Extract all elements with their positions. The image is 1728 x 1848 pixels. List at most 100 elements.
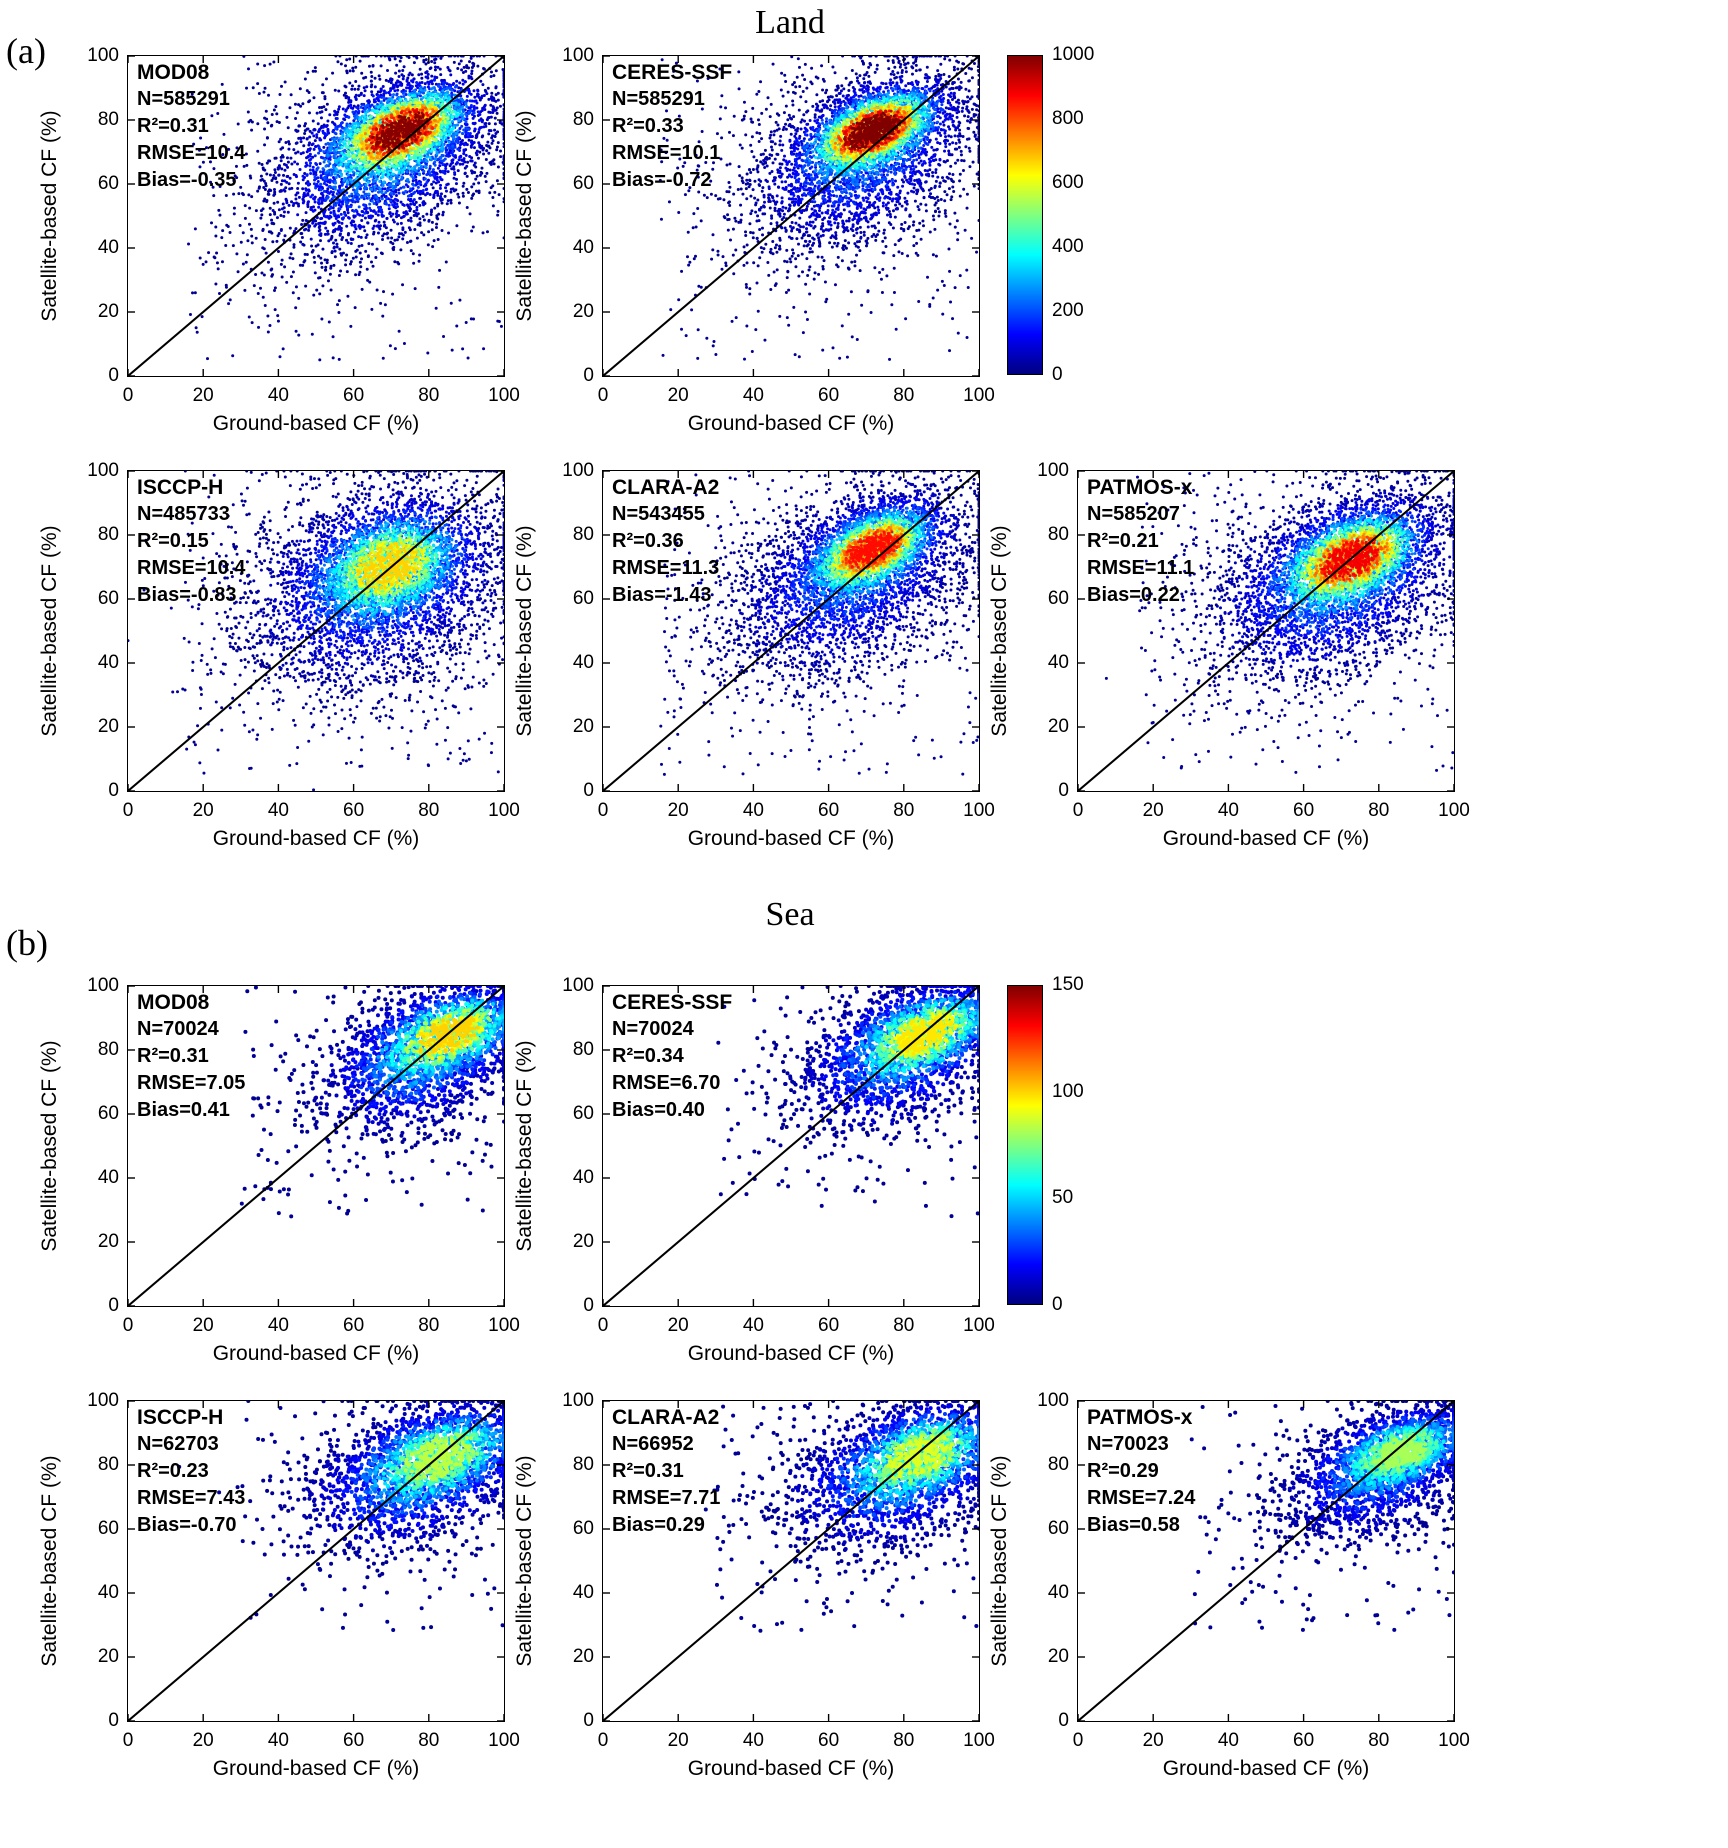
y-axis-label: Satellite-based CF (%) xyxy=(38,110,61,322)
panel-b-tag: (b) xyxy=(6,923,48,963)
x-tick-label: 100 xyxy=(488,1315,520,1336)
x-tick-label: 20 xyxy=(667,385,689,406)
y-tick-label: 20 xyxy=(572,301,594,322)
stats-block: CLARA-A2 N=66952 R²=0.31 RMSE=7.71 Bias=0.29 xyxy=(612,1404,720,1539)
x-axis-label: Ground-based CF (%) xyxy=(1162,1757,1370,1780)
stat-n: N=62703 xyxy=(137,1433,219,1455)
scatter-canvas xyxy=(128,986,504,1306)
subplot-title: ISCCP-H xyxy=(137,476,224,499)
subplot-land-mod08: MOD08 N=585291 R²=0.31 RMSE=10.4 Bias=-0.35 0… xyxy=(38,45,520,435)
y-tick-label: 40 xyxy=(97,652,119,673)
x-tick-label: 0 xyxy=(597,800,609,821)
stat-r2: R²=0.15 xyxy=(137,530,209,552)
stat-bias: Bias=-1.43 xyxy=(612,584,712,606)
stats-block: CERES-SSF N=70024 R²=0.34 RMSE=6.70 Bias=0.4… xyxy=(612,989,732,1124)
colorbar-tick-label: 0 xyxy=(1052,1294,1063,1315)
stats-block: ISCCP-H N=485733 R²=0.15 RMSE=10.4 Bias=-0.8… xyxy=(137,474,245,609)
y-tick-label: 80 xyxy=(572,1039,594,1060)
subplot-title: CLARA-A2 xyxy=(612,1406,720,1429)
x-tick-label: 40 xyxy=(267,385,289,406)
stats-block: ISCCP-H N=62703 R²=0.23 RMSE=7.43 Bias=-0.70 xyxy=(137,1404,245,1539)
stat-n: N=70024 xyxy=(137,1018,219,1040)
x-tick-label: 80 xyxy=(418,385,440,406)
colorbar-sea xyxy=(1007,985,1043,1305)
y-tick-label: 40 xyxy=(97,1167,119,1188)
y-tick-label: 80 xyxy=(572,1454,594,1475)
x-tick-label: 0 xyxy=(122,1730,134,1751)
y-tick-label: 40 xyxy=(1047,652,1069,673)
y-tick-label: 20 xyxy=(97,1646,119,1667)
y-tick-label: 20 xyxy=(572,1231,594,1252)
stat-bias: Bias=0.29 xyxy=(612,1514,705,1536)
y-tick-label: 100 xyxy=(562,45,594,66)
stat-n: N=585207 xyxy=(1087,503,1180,525)
scatter-canvas xyxy=(128,1401,504,1721)
scatter-canvas xyxy=(603,56,979,376)
y-axis-label: Satellite-based CF (%) xyxy=(38,1455,61,1667)
y-axis-label: Satellite-based CF (%) xyxy=(513,525,536,737)
y-tick-label: 40 xyxy=(1047,1582,1069,1603)
y-tick-label: 0 xyxy=(1058,780,1069,801)
x-tick-label: 100 xyxy=(963,1315,995,1336)
subplot-title: MOD08 xyxy=(137,991,210,1014)
y-axis-label: Satellite-based CF (%) xyxy=(38,525,61,737)
colorbar-tick-label: 100 xyxy=(1052,1080,1084,1102)
panel-b-title: Sea xyxy=(765,896,815,933)
colorbar-tick-label: 200 xyxy=(1052,300,1084,321)
y-tick-label: 60 xyxy=(572,173,594,194)
scatter-canvas xyxy=(603,1401,979,1721)
stats-block: CERES-SSF N=585291 R²=0.33 RMSE=10.1 Bias=-0… xyxy=(612,59,732,194)
y-tick-label: 80 xyxy=(1047,524,1069,545)
stat-bias: Bias=-0.83 xyxy=(137,584,237,606)
x-tick-label: 20 xyxy=(667,1730,689,1751)
x-axis-label: Ground-based CF (%) xyxy=(687,827,895,850)
stat-n: N=585291 xyxy=(612,88,705,110)
x-tick-label: 40 xyxy=(267,1315,289,1336)
stats-block: MOD08 N=70024 R²=0.31 RMSE=7.05 Bias=0.41 xyxy=(137,989,245,1124)
x-tick-label: 0 xyxy=(122,800,134,821)
x-tick-label: 40 xyxy=(742,1315,764,1336)
x-axis-label: Ground-based CF (%) xyxy=(687,1757,895,1780)
y-tick-label: 80 xyxy=(572,524,594,545)
stat-bias: Bias=0.41 xyxy=(137,1099,230,1121)
x-tick-label: 60 xyxy=(343,1315,365,1336)
y-tick-label: 60 xyxy=(572,588,594,609)
colorbar-tick-label: 1000 xyxy=(1052,44,1095,65)
x-tick-label: 20 xyxy=(192,385,214,406)
colorbar-tick-label: 400 xyxy=(1052,236,1084,257)
stat-rmse: RMSE=6.70 xyxy=(612,1072,721,1094)
x-tick-label: 60 xyxy=(343,1730,365,1751)
stat-bias: Bias=-0.72 xyxy=(612,169,712,191)
x-axis-label: Ground-based CF (%) xyxy=(1162,827,1370,850)
x-tick-label: 60 xyxy=(818,1315,840,1336)
subplot-land-isccp-h: ISCCP-H N=485733 R²=0.15 RMSE=10.4 Bias=-0.8… xyxy=(38,460,520,850)
x-tick-label: 40 xyxy=(1217,800,1239,821)
scatter-canvas xyxy=(1078,471,1454,791)
y-tick-label: 20 xyxy=(97,301,119,322)
x-tick-label: 100 xyxy=(488,1730,520,1751)
stat-r2: R²=0.21 xyxy=(1087,530,1159,552)
subplot-land-clara-a2: CLARA-A2 N=543455 R²=0.36 RMSE=11.3 Bias=-1.… xyxy=(513,460,995,850)
y-tick-label: 0 xyxy=(583,1295,594,1316)
y-tick-label: 100 xyxy=(1037,460,1069,481)
stat-n: N=543455 xyxy=(612,503,705,525)
x-tick-label: 20 xyxy=(1142,1730,1164,1751)
stat-r2: R²=0.36 xyxy=(612,530,684,552)
stat-rmse: RMSE=10.4 xyxy=(137,557,246,579)
y-axis-label: Satellite-based CF (%) xyxy=(988,1455,1011,1667)
y-tick-label: 0 xyxy=(108,1710,119,1731)
x-tick-label: 80 xyxy=(893,1315,915,1336)
x-tick-label: 20 xyxy=(1142,800,1164,821)
y-tick-label: 60 xyxy=(97,1518,119,1539)
x-axis-label: Ground-based CF (%) xyxy=(212,1342,420,1365)
x-tick-label: 80 xyxy=(893,800,915,821)
stat-rmse: RMSE=7.05 xyxy=(137,1072,246,1094)
x-tick-label: 80 xyxy=(418,800,440,821)
x-tick-label: 20 xyxy=(192,800,214,821)
x-axis-label: Ground-based CF (%) xyxy=(212,412,420,435)
subplot-title: CERES-SSF xyxy=(612,61,733,84)
stat-rmse: RMSE=10.4 xyxy=(137,142,246,164)
x-tick-label: 40 xyxy=(267,800,289,821)
y-tick-label: 100 xyxy=(87,1390,119,1411)
x-axis-label: Ground-based CF (%) xyxy=(212,1757,420,1780)
